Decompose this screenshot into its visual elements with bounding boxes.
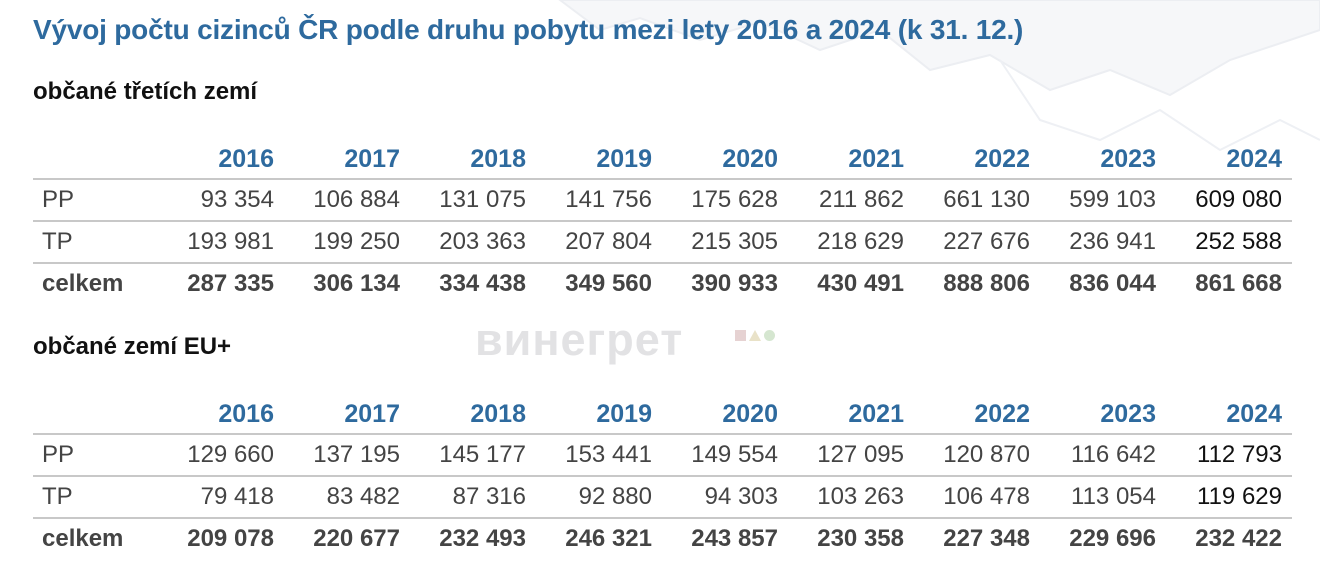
table-cell: 137 195 bbox=[284, 433, 410, 476]
table-cell: 861 668 bbox=[1166, 262, 1292, 304]
table-cell: 83 482 bbox=[284, 475, 410, 518]
table-cell: 661 130 bbox=[914, 178, 1040, 221]
column-header: 2022 bbox=[974, 144, 1030, 173]
table-cell: 199 250 bbox=[284, 220, 410, 263]
header-corner bbox=[33, 140, 158, 179]
table-cell: 211 862 bbox=[788, 178, 914, 221]
table-cell: 888 806 bbox=[914, 262, 1040, 304]
table-subtitle-third-countries: občané třetích zemí bbox=[33, 78, 258, 105]
table-cell: 207 804 bbox=[536, 220, 662, 263]
table-cell: 87 316 bbox=[410, 475, 536, 518]
column-header: 2021 bbox=[848, 399, 904, 428]
table-cell: 106 884 bbox=[284, 178, 410, 221]
table-cell: 145 177 bbox=[410, 433, 536, 476]
column-header: 2016 bbox=[218, 144, 274, 173]
table-row-total: celkem 209 078 220 677 232 493 246 321 2… bbox=[33, 517, 1292, 559]
table-cell: 119 629 bbox=[1166, 475, 1292, 518]
table-cell: 153 441 bbox=[536, 433, 662, 476]
header-row: 2016 2017 2018 2019 2020 2021 2022 2023 … bbox=[33, 395, 1292, 434]
column-header: 2019 bbox=[596, 144, 652, 173]
table-cell: 141 756 bbox=[536, 178, 662, 221]
row-label: PP bbox=[33, 178, 158, 221]
table-cell: 236 941 bbox=[1040, 220, 1166, 263]
table-cell: 349 560 bbox=[536, 262, 662, 304]
table-cell: 220 677 bbox=[284, 517, 410, 559]
column-header: 2023 bbox=[1100, 399, 1156, 428]
table-eu-citizens: 2016 2017 2018 2019 2020 2021 2022 2023 … bbox=[33, 395, 1292, 559]
table-cell: 227 676 bbox=[914, 220, 1040, 263]
column-header: 2017 bbox=[344, 399, 400, 428]
table-cell: 609 080 bbox=[1166, 178, 1292, 221]
table-cell: 120 870 bbox=[914, 433, 1040, 476]
column-header: 2020 bbox=[722, 144, 778, 173]
table-row-pp: PP 129 660 137 195 145 177 153 441 149 5… bbox=[33, 433, 1292, 476]
row-label: TP bbox=[33, 475, 158, 518]
row-label: celkem bbox=[33, 517, 158, 559]
table-cell: 836 044 bbox=[1040, 262, 1166, 304]
watermark-logo-icon bbox=[735, 327, 778, 345]
table-cell: 390 933 bbox=[662, 262, 788, 304]
table-cell: 131 075 bbox=[410, 178, 536, 221]
table-cell: 116 642 bbox=[1040, 433, 1166, 476]
column-header: 2024 bbox=[1226, 399, 1282, 428]
table-cell: 334 438 bbox=[410, 262, 536, 304]
table-cell: 218 629 bbox=[788, 220, 914, 263]
column-header: 2018 bbox=[470, 144, 526, 173]
column-header: 2019 bbox=[596, 399, 652, 428]
table-cell: 287 335 bbox=[158, 262, 284, 304]
column-header: 2016 bbox=[218, 399, 274, 428]
row-label: TP bbox=[33, 220, 158, 263]
table-cell: 94 303 bbox=[662, 475, 788, 518]
column-header: 2022 bbox=[974, 399, 1030, 428]
column-header: 2017 bbox=[344, 144, 400, 173]
table-cell: 243 857 bbox=[662, 517, 788, 559]
table-cell: 103 263 bbox=[788, 475, 914, 518]
table-subtitle-eu: občané zemí EU+ bbox=[33, 333, 232, 360]
table-cell: 430 491 bbox=[788, 262, 914, 304]
table-cell: 246 321 bbox=[536, 517, 662, 559]
row-label: celkem bbox=[33, 262, 158, 304]
column-header: 2020 bbox=[722, 399, 778, 428]
table-row-pp: PP 93 354 106 884 131 075 141 756 175 62… bbox=[33, 178, 1292, 221]
table-cell: 599 103 bbox=[1040, 178, 1166, 221]
table-cell: 79 418 bbox=[158, 475, 284, 518]
table-cell: 93 354 bbox=[158, 178, 284, 221]
column-header: 2018 bbox=[470, 399, 526, 428]
column-header: 2021 bbox=[848, 144, 904, 173]
table-cell: 193 981 bbox=[158, 220, 284, 263]
table-cell: 113 054 bbox=[1040, 475, 1166, 518]
row-label: PP bbox=[33, 433, 158, 476]
column-header: 2023 bbox=[1100, 144, 1156, 173]
table-cell: 129 660 bbox=[158, 433, 284, 476]
table-cell: 106 478 bbox=[914, 475, 1040, 518]
table-cell: 127 095 bbox=[788, 433, 914, 476]
table-cell: 252 588 bbox=[1166, 220, 1292, 263]
table-cell: 215 305 bbox=[662, 220, 788, 263]
table-cell: 203 363 bbox=[410, 220, 536, 263]
table-row-total: celkem 287 335 306 134 334 438 349 560 3… bbox=[33, 262, 1292, 304]
page-title: Vývoj počtu cizinců ČR podle druhu pobyt… bbox=[33, 14, 1024, 45]
header-corner bbox=[33, 395, 158, 434]
table-cell: 232 422 bbox=[1166, 517, 1292, 559]
table-cell: 227 348 bbox=[914, 517, 1040, 559]
table-cell: 149 554 bbox=[662, 433, 788, 476]
table-cell: 232 493 bbox=[410, 517, 536, 559]
table-cell: 112 793 bbox=[1166, 433, 1292, 476]
table-cell: 92 880 bbox=[536, 475, 662, 518]
table-third-countries: 2016 2017 2018 2019 2020 2021 2022 2023 … bbox=[33, 140, 1292, 304]
table-cell: 306 134 bbox=[284, 262, 410, 304]
column-header: 2024 bbox=[1226, 144, 1282, 173]
watermark-text: винегрет bbox=[475, 314, 684, 365]
table-cell: 175 628 bbox=[662, 178, 788, 221]
table-row-tp: TP 193 981 199 250 203 363 207 804 215 3… bbox=[33, 220, 1292, 263]
table-cell: 230 358 bbox=[788, 517, 914, 559]
table-cell: 229 696 bbox=[1040, 517, 1166, 559]
table-cell: 209 078 bbox=[158, 517, 284, 559]
header-row: 2016 2017 2018 2019 2020 2021 2022 2023 … bbox=[33, 140, 1292, 179]
table-row-tp: TP 79 418 83 482 87 316 92 880 94 303 10… bbox=[33, 475, 1292, 518]
